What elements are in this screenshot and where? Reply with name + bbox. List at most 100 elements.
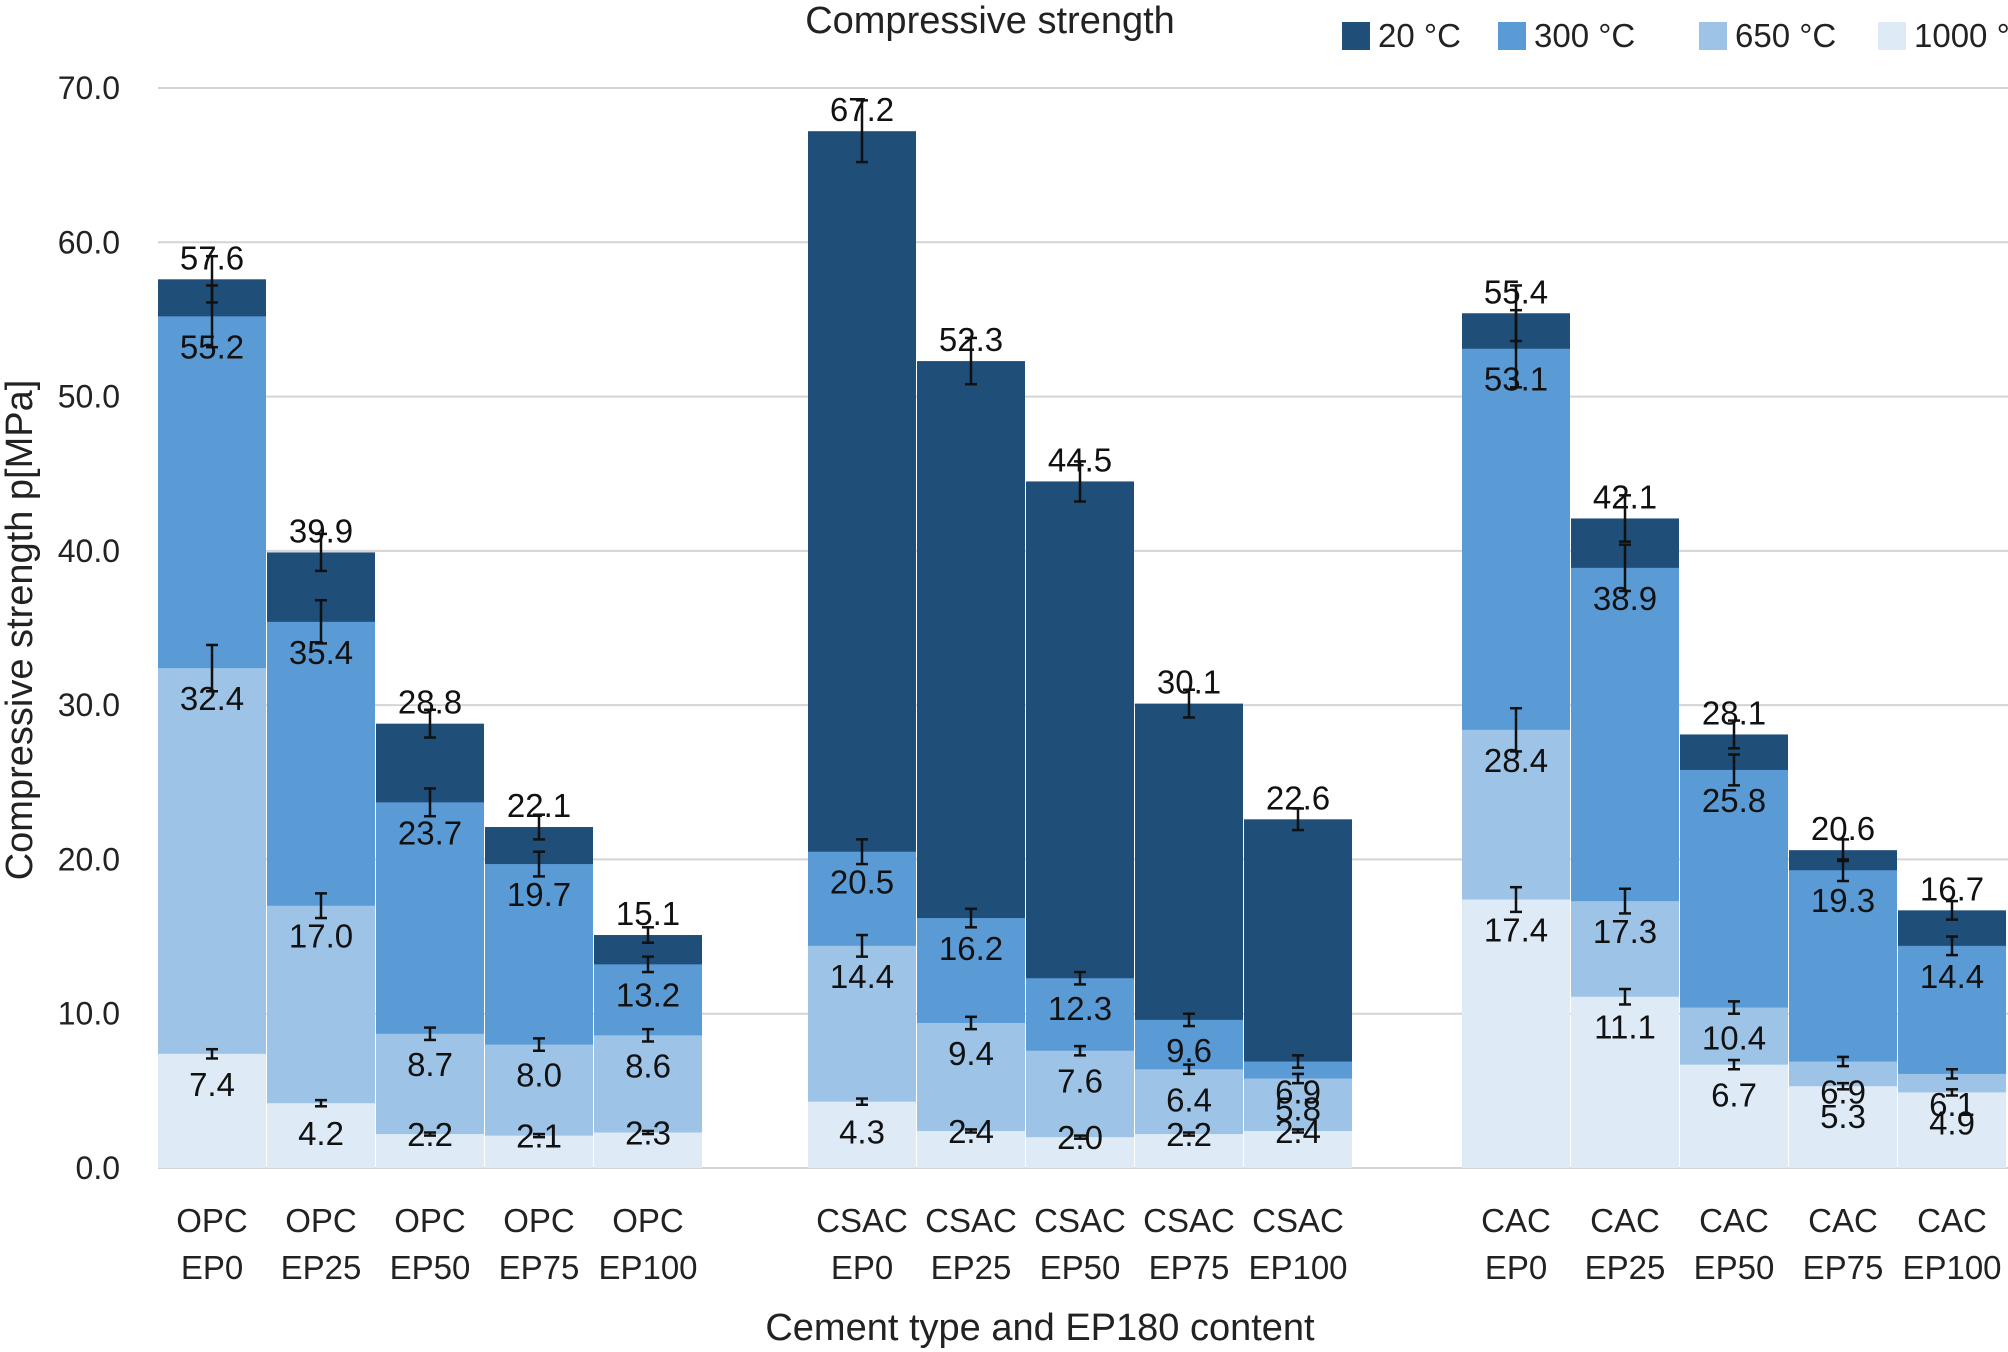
x-tick-label: EP25 [1585,1249,1666,1286]
data-label: 6.7 [1711,1077,1757,1114]
error-bar [642,1129,654,1136]
bar-1000Cc-opc-ep50 [376,1134,484,1168]
data-label: 2.4 [948,1113,994,1150]
x-tick-label: EP50 [1040,1249,1121,1286]
error-bar [206,1047,218,1060]
bar-1000Cc-cac-ep25 [1571,996,1679,1168]
data-label: 4.9 [1929,1104,1975,1141]
data-label: 14.4 [830,958,894,995]
data-label: 20.5 [830,864,894,901]
data-label: 12.3 [1048,990,1112,1027]
error-bar [1728,753,1740,787]
error-bar [533,813,545,841]
error-bar [1728,719,1740,750]
legend-swatch [1342,22,1370,50]
error-bar [1837,1055,1849,1068]
x-tick-label: OPC [612,1202,684,1239]
data-label: 6.1 [1929,1086,1975,1123]
data-label: 2.1 [516,1118,562,1155]
data-label: 2.3 [625,1115,671,1152]
legend-label: 1000 °C [1914,17,2008,54]
data-label: 28.8 [398,684,462,721]
bar-1000Cc-cac-ep0 [1462,899,1570,1168]
data-label: 4.2 [298,1115,344,1152]
legend-swatch [1498,22,1526,50]
y-tick-label: 30.0 [58,687,120,723]
error-bar [533,1037,545,1052]
legend-label: 20 °C [1378,17,1461,54]
error-bar [315,892,327,920]
x-tick-label: EP100 [1248,1249,1347,1286]
error-bar [642,955,654,974]
error-bar [1074,1044,1086,1057]
axes: 0.0 10.0 20.0 30.0 40.0 50.0 60.0 70.0 OPC EP0 OPC… [58,70,2002,1286]
data-label: 57.6 [180,239,244,276]
error-bar [424,1131,436,1137]
bar-1000Cc-opc-ep75 [485,1135,593,1168]
data-label: 2.0 [1057,1119,1103,1156]
x-tick-label: CSAC [1143,1202,1235,1239]
bar-1000Cc-csac-ep50 [1026,1137,1134,1168]
data-label: 11.1 [1594,1009,1656,1046]
error-bar [206,284,218,349]
data-label: 17.0 [289,918,353,955]
data-label: 44.5 [1048,441,1112,478]
error-bar [424,708,436,739]
error-bar [1292,1054,1304,1069]
x-tick-label: EP75 [1803,1249,1884,1286]
error-bar [533,850,545,878]
error-bar [1074,460,1086,503]
error-bar [1183,1131,1195,1137]
x-tick-label: CAC [1808,1202,1878,1239]
data-label: 35.4 [289,634,353,671]
error-bar [856,1097,868,1106]
x-tick-label: EP75 [499,1249,580,1286]
error-bar [642,926,654,944]
error-bar [1619,887,1631,915]
y-axis-title: Compressive strength p[MPa] [0,380,41,881]
bar-1000Cc-csac-ep0 [808,1101,916,1168]
error-bar [206,643,218,693]
y-tick-label: 0.0 [76,1150,120,1186]
data-label: 6.9 [1275,1074,1321,1111]
chart-title: Compressive strength [805,0,1175,42]
error-bar [1728,1058,1740,1071]
x-tick-label: EP100 [598,1249,697,1286]
data-label: 28.1 [1702,694,1766,731]
data-label: 25.8 [1702,782,1766,819]
x-tick-label: CAC [1917,1202,1987,1239]
error-bar [965,907,977,929]
data-label: 7.6 [1057,1063,1103,1100]
legend-entry: 300 °C [1498,17,1635,54]
x-tick-label: CSAC [1034,1202,1126,1239]
data-label: 5.8 [1275,1091,1321,1128]
x-tick-label: CAC [1699,1202,1769,1239]
error-bar [965,1128,977,1134]
error-bar [1946,1088,1958,1097]
bar-1000Cc-csac-ep25 [917,1130,1025,1168]
data-labels: 57.6 39.9 28.8 22.1 15.1 67.2 52.3 44.5 30.1 22.6… [180,91,1984,1156]
legend-swatch [1699,22,1727,50]
x-tick-label: OPC [503,1202,575,1239]
error-bar [1292,807,1304,832]
error-bar [315,598,327,645]
data-label: 9.6 [1166,1032,1212,1069]
x-tick-label: EP0 [181,1249,243,1286]
error-bar [965,336,977,386]
data-label: 19.7 [507,876,571,913]
y-tick-label: 70.0 [58,70,120,106]
data-label: 42.1 [1593,478,1657,515]
bar-1000Cc-cac-ep75 [1789,1086,1897,1168]
error-bar [965,1015,977,1031]
data-label: 13.2 [616,976,680,1013]
error-bar [1510,885,1522,914]
error-bar [533,1132,545,1139]
data-label: 67.2 [830,91,894,128]
data-label: 6.9 [1820,1074,1866,1111]
error-bar [1292,1072,1304,1085]
data-label: 16.2 [939,930,1003,967]
x-tick-label: CAC [1590,1202,1660,1239]
error-bar [1946,1068,1958,1080]
data-label: 9.4 [948,1035,994,1072]
error-bar [1728,1000,1740,1015]
